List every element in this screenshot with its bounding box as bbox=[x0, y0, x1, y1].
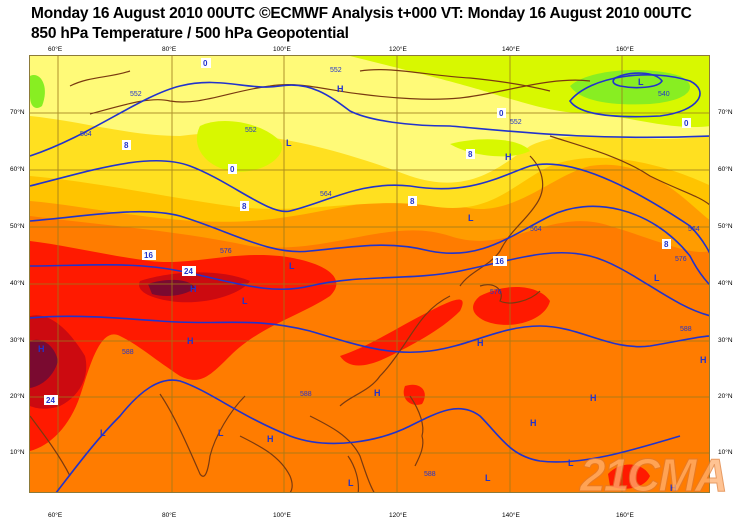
svg-text:0: 0 bbox=[684, 119, 689, 128]
svg-text:540: 540 bbox=[658, 91, 670, 98]
svg-text:H: H bbox=[530, 418, 537, 428]
lat-label-left-70n: 70°N bbox=[10, 109, 25, 116]
chart-title-line-1: Monday 16 August 2010 00UTC ©ECMWF Analy… bbox=[31, 5, 692, 22]
lon-label-bottom-80e: 80°E bbox=[162, 512, 177, 519]
lat-label-right-20n: 20°N bbox=[718, 393, 733, 400]
svg-text:8: 8 bbox=[242, 202, 247, 211]
svg-text:L: L bbox=[468, 213, 474, 223]
svg-text:L: L bbox=[638, 77, 644, 87]
svg-text:576: 576 bbox=[220, 248, 232, 255]
svg-text:H: H bbox=[590, 393, 597, 403]
svg-text:8: 8 bbox=[410, 197, 415, 206]
svg-text:552: 552 bbox=[245, 127, 257, 134]
svg-text:0: 0 bbox=[230, 165, 235, 174]
geopotential-contours bbox=[30, 72, 709, 492]
band-red-patch-japan bbox=[473, 286, 550, 325]
svg-text:H: H bbox=[374, 388, 381, 398]
lon-label-top-80e: 80°E bbox=[162, 46, 177, 53]
svg-text:L: L bbox=[654, 273, 660, 283]
band-red bbox=[30, 241, 337, 451]
lon-label-bottom-120e: 120°E bbox=[389, 512, 407, 519]
geopotential-labels: 552 552 552 552 564 564 564 564 576 576 … bbox=[80, 67, 700, 478]
svg-text:L: L bbox=[485, 473, 491, 483]
svg-text:588: 588 bbox=[300, 391, 312, 398]
svg-text:588: 588 bbox=[680, 326, 692, 333]
svg-text:16: 16 bbox=[495, 257, 504, 266]
lon-label-bottom-160e: 160°E bbox=[616, 512, 634, 519]
svg-text:H: H bbox=[477, 338, 484, 348]
svg-text:552: 552 bbox=[510, 119, 522, 126]
band-red-patch-philippines bbox=[403, 384, 425, 405]
coastlines bbox=[30, 69, 709, 492]
lat-label-right-40n: 40°N bbox=[718, 280, 733, 287]
svg-text:L: L bbox=[100, 428, 106, 438]
svg-text:0: 0 bbox=[499, 109, 504, 118]
lat-label-right-70n: 70°N bbox=[718, 109, 733, 116]
lat-label-right-50n: 50°N bbox=[718, 223, 733, 230]
lon-label-top-60e: 60°E bbox=[48, 46, 63, 53]
svg-text:564: 564 bbox=[688, 226, 700, 233]
svg-text:564: 564 bbox=[80, 131, 92, 138]
lat-label-left-40n: 40°N bbox=[10, 280, 25, 287]
svg-text:H: H bbox=[700, 355, 707, 365]
svg-text:H: H bbox=[267, 434, 274, 444]
band-maroon bbox=[30, 339, 58, 388]
svg-text:L: L bbox=[568, 458, 574, 468]
map-canvas: 0 0 8 8 8 8 0 0 16 24 16 24 8 bbox=[30, 56, 709, 493]
svg-text:588: 588 bbox=[122, 349, 134, 356]
graticule bbox=[30, 56, 709, 492]
svg-text:564: 564 bbox=[320, 191, 332, 198]
lat-label-left-20n: 20°N bbox=[10, 393, 25, 400]
svg-text:8: 8 bbox=[124, 141, 129, 150]
svg-text:L: L bbox=[289, 261, 295, 271]
svg-text:H: H bbox=[187, 336, 194, 346]
svg-text:L: L bbox=[348, 478, 354, 488]
svg-text:H: H bbox=[337, 84, 344, 94]
svg-text:H: H bbox=[38, 344, 45, 354]
weather-map: 0 0 8 8 8 8 0 0 16 24 16 24 8 bbox=[29, 55, 710, 493]
pressure-centers: L L L L L L L L L L L H H H H H H H H H … bbox=[38, 77, 707, 493]
lon-label-top-120e: 120°E bbox=[389, 46, 407, 53]
svg-text:H: H bbox=[505, 152, 512, 162]
svg-text:16: 16 bbox=[144, 251, 153, 260]
band-lime-patch bbox=[196, 121, 282, 172]
svg-text:576: 576 bbox=[490, 289, 502, 296]
band-red-patch-east bbox=[340, 299, 463, 366]
svg-text:L: L bbox=[286, 138, 292, 148]
band-red-patch-pacific bbox=[608, 464, 650, 489]
lat-label-right-10n: 10°N bbox=[718, 449, 733, 456]
lon-label-top-140e: 140°E bbox=[502, 46, 520, 53]
lat-label-left-50n: 50°N bbox=[10, 223, 25, 230]
svg-text:588: 588 bbox=[424, 471, 436, 478]
temperature-labels: 0 0 8 8 8 8 0 0 16 24 16 24 8 bbox=[44, 58, 691, 405]
svg-text:552: 552 bbox=[130, 91, 142, 98]
svg-text:24: 24 bbox=[46, 396, 55, 405]
lat-label-left-60n: 60°N bbox=[10, 166, 25, 173]
band-green-west bbox=[30, 75, 45, 108]
lon-label-top-100e: 100°E bbox=[273, 46, 291, 53]
lon-label-bottom-100e: 100°E bbox=[273, 512, 291, 519]
lon-label-top-160e: 160°E bbox=[616, 46, 634, 53]
svg-text:8: 8 bbox=[664, 240, 669, 249]
svg-text:576: 576 bbox=[675, 256, 687, 263]
lat-label-right-30n: 30°N bbox=[718, 337, 733, 344]
svg-text:L: L bbox=[218, 428, 224, 438]
svg-text:564: 564 bbox=[530, 226, 542, 233]
chart-title-line-2: 850 hPa Temperature / 500 hPa Geopotenti… bbox=[31, 25, 349, 42]
lon-label-bottom-60e: 60°E bbox=[48, 512, 63, 519]
watermark-logo: 21CMA bbox=[580, 449, 729, 502]
lon-label-bottom-140e: 140°E bbox=[502, 512, 520, 519]
svg-text:552: 552 bbox=[330, 67, 342, 74]
lat-label-left-30n: 30°N bbox=[10, 337, 25, 344]
svg-text:L: L bbox=[242, 296, 248, 306]
svg-text:H: H bbox=[190, 284, 197, 294]
svg-text:H: H bbox=[670, 483, 677, 493]
svg-text:0: 0 bbox=[203, 59, 208, 68]
lat-label-right-60n: 60°N bbox=[718, 166, 733, 173]
svg-text:24: 24 bbox=[184, 267, 193, 276]
lat-label-left-10n: 10°N bbox=[10, 449, 25, 456]
svg-text:8: 8 bbox=[468, 150, 473, 159]
